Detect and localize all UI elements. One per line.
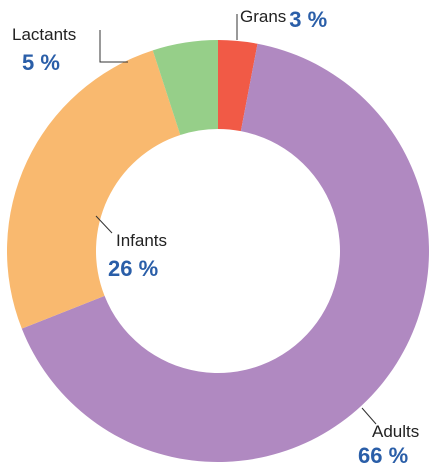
- donut-segment: [218, 40, 258, 132]
- donut-segment: [21, 43, 429, 462]
- category-label: Infants: [116, 231, 167, 250]
- category-label: Lactants: [12, 25, 76, 44]
- donut-segment: [152, 40, 218, 135]
- value-label: 3 %: [289, 7, 327, 32]
- donut: [6, 40, 429, 462]
- value-label: 26 %: [108, 256, 158, 281]
- category-label: Grans: [240, 7, 286, 26]
- donut-segment: [6, 50, 181, 329]
- value-label: 5 %: [22, 50, 60, 75]
- leader-line: [99, 30, 128, 63]
- leader-line: [95, 215, 113, 234]
- leader-line: [361, 407, 377, 425]
- value-label: 66 %: [358, 443, 408, 468]
- category-label: Adults: [372, 422, 419, 441]
- leader-lines: [95, 14, 377, 425]
